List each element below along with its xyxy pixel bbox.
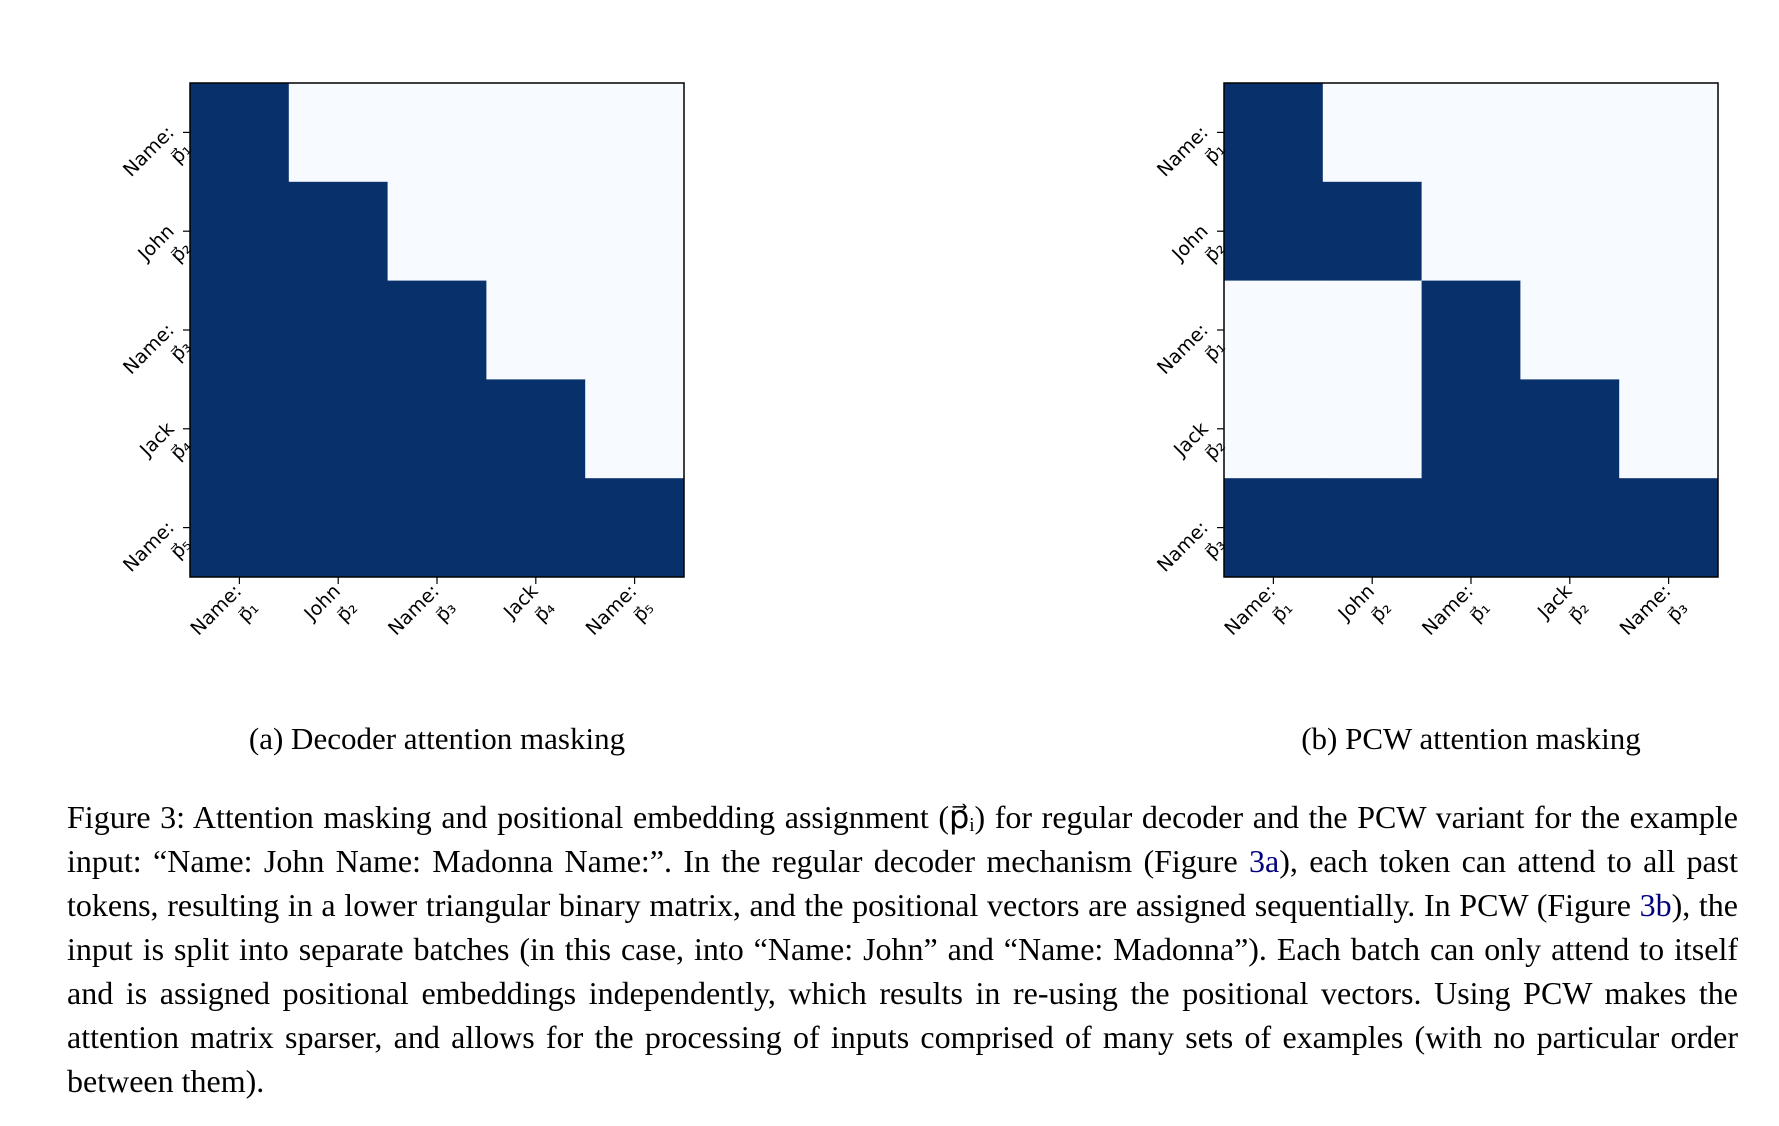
tick-label: Name:p⃗₁ <box>1153 122 1230 199</box>
token: John <box>299 580 344 625</box>
cell <box>288 478 389 578</box>
token: John <box>1167 220 1212 265</box>
caption-text: Figure 3: Attention masking and position… <box>67 799 1738 879</box>
cell <box>1322 83 1423 183</box>
cell <box>1224 83 1324 183</box>
cell <box>585 181 685 282</box>
cell <box>1520 478 1620 578</box>
cell <box>1520 181 1620 282</box>
tick-label: Jackp⃗₄ <box>135 418 196 479</box>
cell <box>1421 181 1521 282</box>
cell <box>1520 379 1620 479</box>
tick-label: Name:p⃗₃ <box>1616 580 1693 657</box>
caption: Figure 3: Attention masking and position… <box>67 795 1738 1103</box>
figure: Name:p⃗₁ Johnp⃗₂ Name:p⃗₃ Jackp⃗₄ Name:p⃗₅Na… <box>119 82 1719 756</box>
cell <box>1520 83 1620 183</box>
cell <box>1619 83 1719 183</box>
cell <box>1322 478 1423 578</box>
tick-label: Jackp⃗₂ <box>1533 580 1594 641</box>
cell <box>190 478 290 578</box>
cell <box>585 379 685 479</box>
tick-label: Name:p⃗₁ <box>1220 580 1297 657</box>
tick-label: Jackp⃗₂ <box>1169 418 1230 479</box>
token: John <box>1333 580 1378 625</box>
tick-label: Name:p⃗₅ <box>119 517 196 594</box>
cell <box>288 181 389 282</box>
cell <box>585 280 685 380</box>
tick-label: Name:p⃗₃ <box>384 580 461 657</box>
cell <box>387 280 487 380</box>
tick-label: Johnp⃗₂ <box>133 220 195 282</box>
cell <box>486 83 586 183</box>
cell <box>190 181 290 282</box>
cell <box>486 280 586 380</box>
cell <box>1619 478 1719 578</box>
tick-label: Name:p⃗₁ <box>1418 580 1495 657</box>
tick-label: Name:p⃗₁ <box>1153 319 1230 396</box>
cell <box>1520 280 1620 380</box>
cell <box>1619 280 1719 380</box>
cell <box>288 379 389 479</box>
caption-text: ), each token can attend to all past tok… <box>67 843 1739 923</box>
cell <box>387 379 487 479</box>
cell <box>387 181 487 282</box>
figure-link[interactable]: 3a <box>1249 843 1280 879</box>
tick-label: Name:p⃗₁ <box>119 122 196 199</box>
cell <box>1224 181 1324 282</box>
cell <box>1421 478 1521 578</box>
tick-label: Jackp⃗₄ <box>499 580 560 641</box>
subcaption: (a) Decoder attention masking <box>249 721 625 756</box>
token: John <box>133 220 178 265</box>
cell <box>1322 181 1423 282</box>
cell <box>288 280 389 380</box>
cell <box>486 379 586 479</box>
tick-label: Johnp⃗₂ <box>299 580 361 642</box>
cell <box>288 83 389 183</box>
cell <box>190 379 290 479</box>
cell <box>585 478 685 578</box>
cell <box>1421 280 1521 380</box>
tick-label: Name:p⃗₃ <box>119 319 196 396</box>
tick-label: Johnp⃗₂ <box>1333 580 1395 642</box>
cell <box>1322 379 1423 479</box>
cell <box>1322 280 1423 380</box>
cell <box>486 181 586 282</box>
caption-text: ), the input is split into separate batc… <box>67 887 1739 1099</box>
tick-label: Johnp⃗₂ <box>1167 220 1229 282</box>
cell <box>1421 83 1521 183</box>
cell <box>387 83 487 183</box>
cell <box>387 478 487 578</box>
cell <box>1224 379 1324 479</box>
figure-link[interactable]: 3b <box>1639 887 1672 923</box>
cell <box>1224 478 1324 578</box>
cell <box>1619 181 1719 282</box>
cell <box>1224 280 1324 380</box>
tick-label: Name:p⃗₃ <box>1153 517 1230 594</box>
cell <box>486 478 586 578</box>
cell <box>585 83 685 183</box>
tick-label: Name:p⃗₅ <box>582 580 659 657</box>
cell <box>190 83 290 183</box>
cell <box>1619 379 1719 479</box>
tick-label: Name:p⃗₁ <box>186 580 263 657</box>
cell <box>1421 379 1521 479</box>
subcaption: (b) PCW attention masking <box>1301 721 1641 756</box>
cell <box>190 280 290 380</box>
